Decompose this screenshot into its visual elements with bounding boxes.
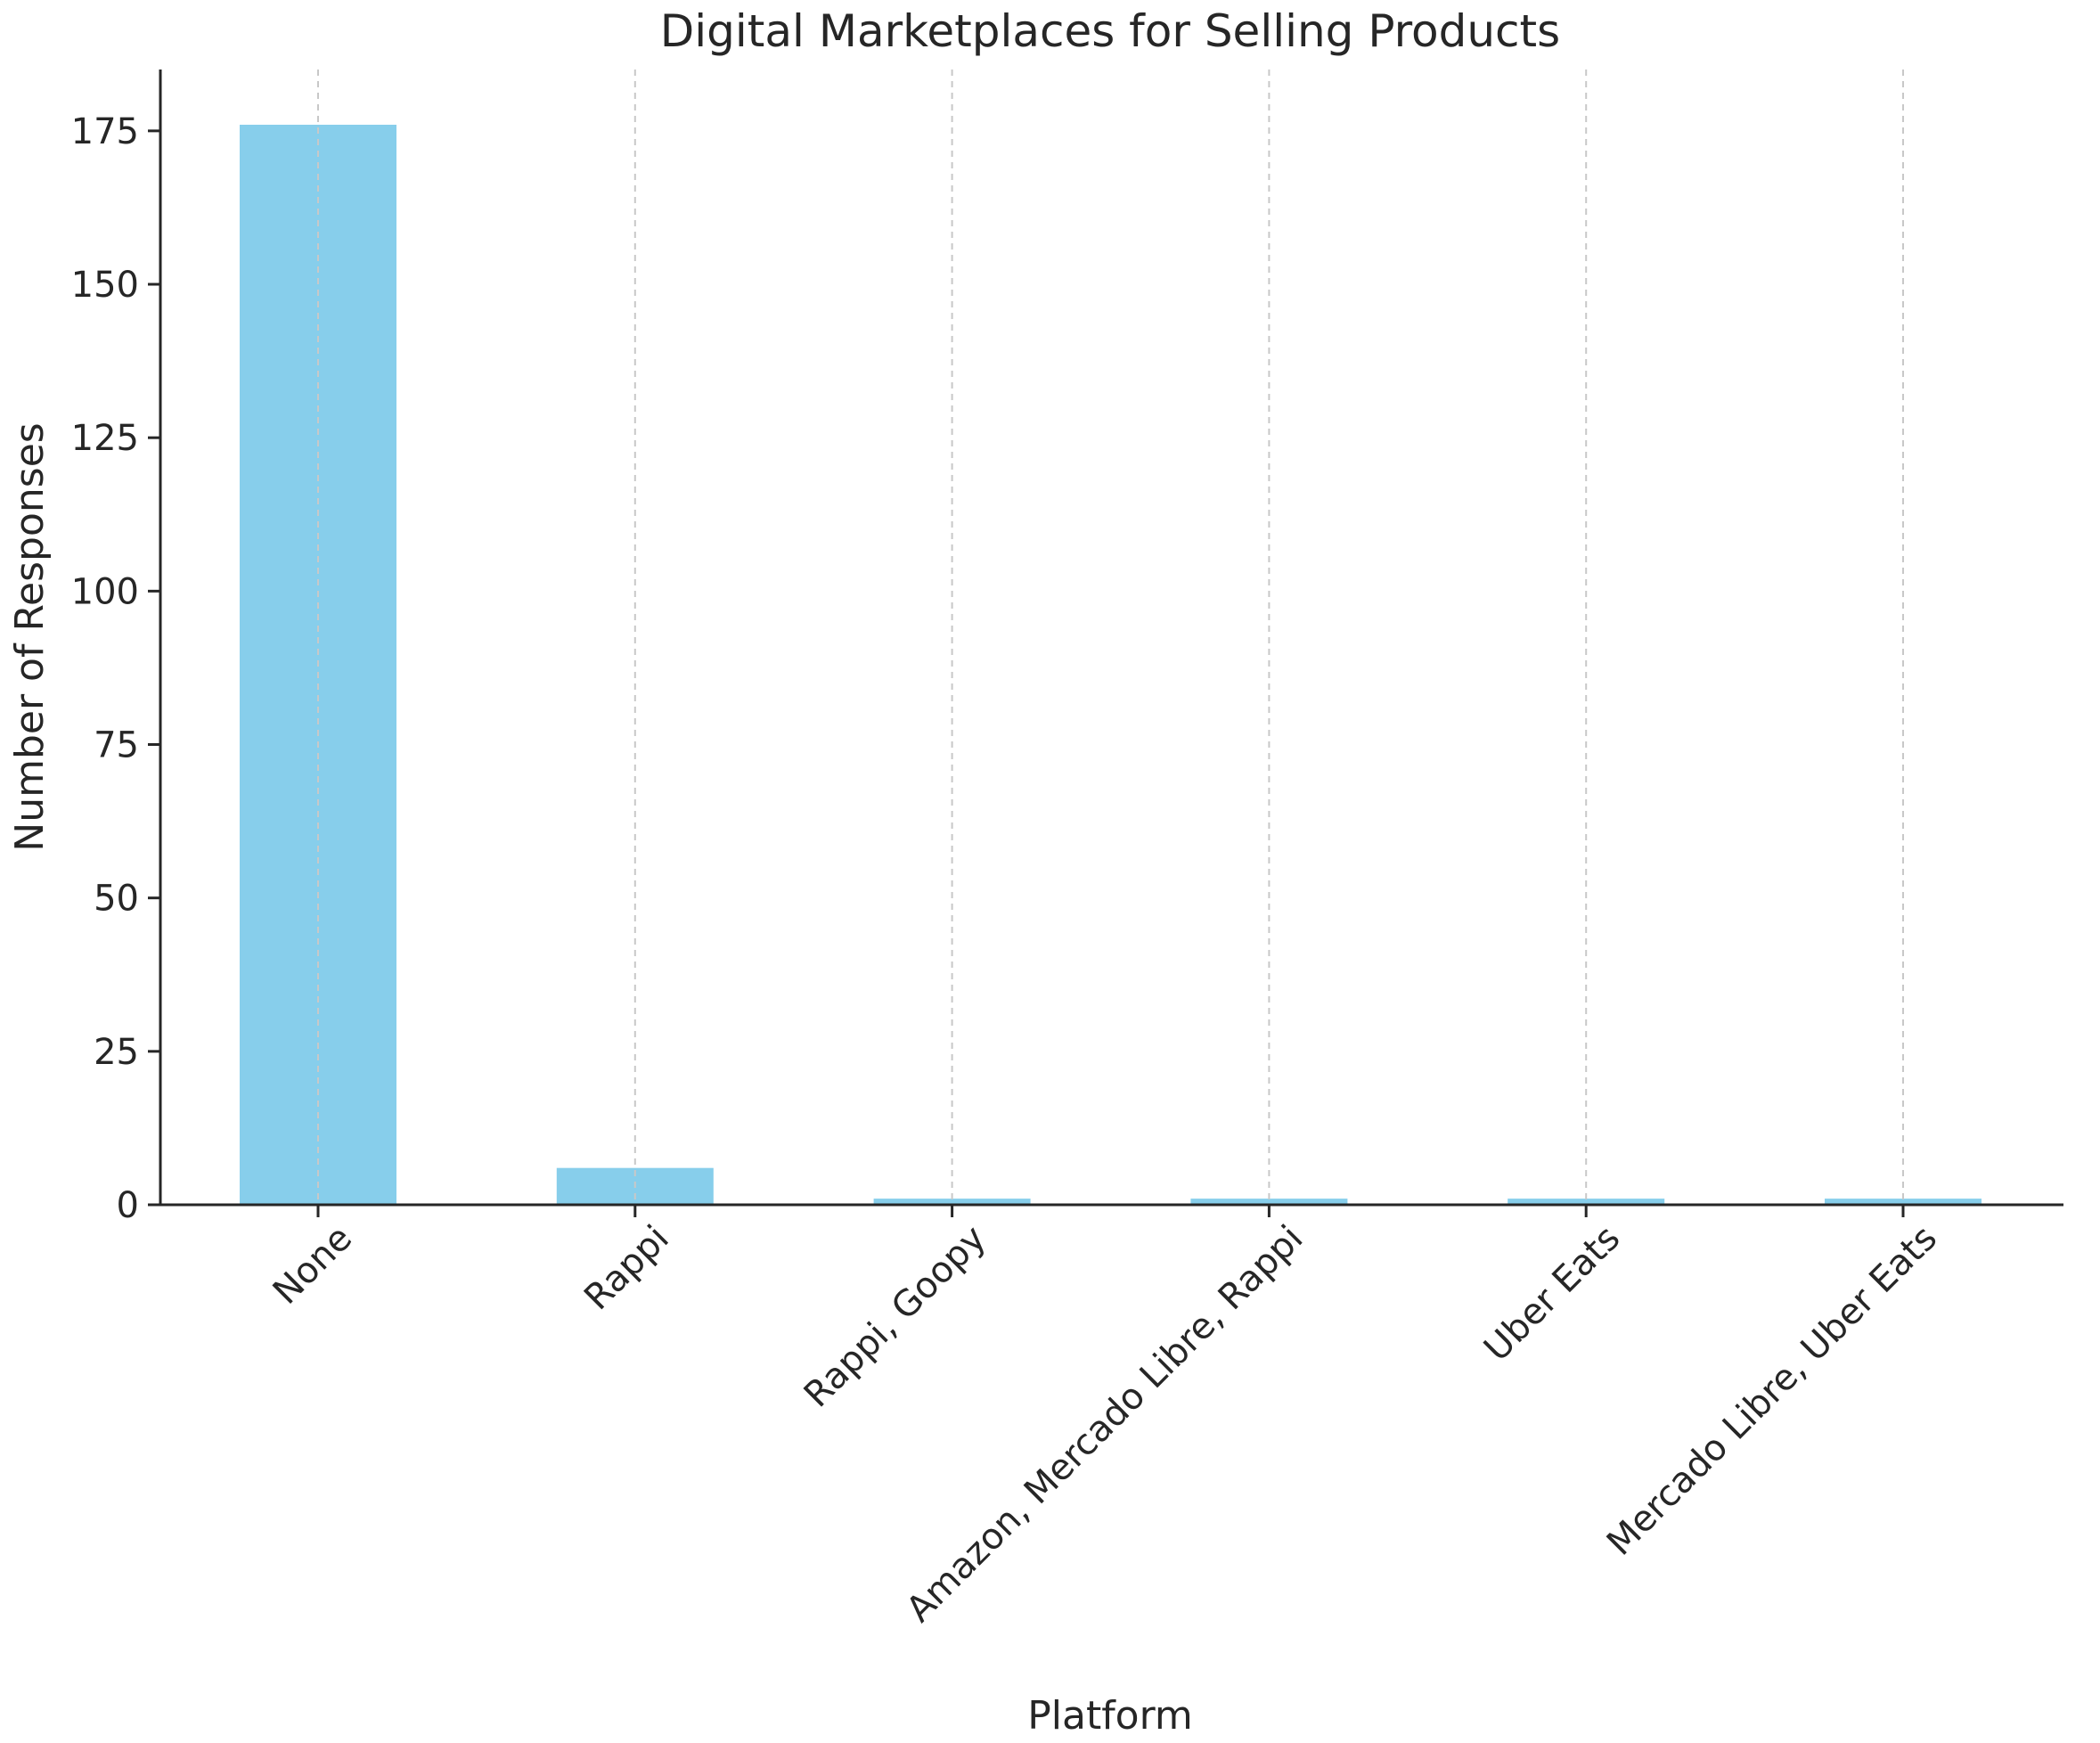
x-tick-label-0: None <box>266 1218 360 1313</box>
grid-lines <box>317 70 1904 1205</box>
x-axis-label: Platform <box>1027 1693 1193 1739</box>
x-tick-label-2: Rappi, Goopy <box>797 1218 994 1416</box>
y-tick-label-2: 50 <box>94 879 139 920</box>
bar-2 <box>873 1199 1031 1205</box>
y-tick-label-7: 175 <box>71 111 139 152</box>
x-tick-label-5: Mercado Libre, Uber Eats <box>1599 1218 1945 1564</box>
y-tick-label-0: 0 <box>117 1185 139 1226</box>
y-tick-label-5: 125 <box>71 418 139 459</box>
bar-3 <box>1190 1199 1348 1205</box>
bar-5 <box>1825 1199 1982 1205</box>
y-ticks: 0 25 50 75 100 125 150 175 <box>71 111 160 1226</box>
axes <box>159 70 2063 1207</box>
bar-4 <box>1508 1199 1665 1205</box>
y-tick-label-3: 75 <box>94 725 139 766</box>
bars <box>240 124 1982 1205</box>
y-tick-label-1: 25 <box>94 1032 139 1073</box>
x-tick-label-1: Rappi <box>576 1218 677 1319</box>
y-axis-label: Number of Responses <box>7 422 53 851</box>
y-tick-label-6: 150 <box>71 265 139 306</box>
chart-title: Digital Marketplaces for Selling Product… <box>660 5 1560 57</box>
x-tick-label-4: Uber Eats <box>1476 1218 1628 1370</box>
y-tick-label-4: 100 <box>71 571 139 612</box>
